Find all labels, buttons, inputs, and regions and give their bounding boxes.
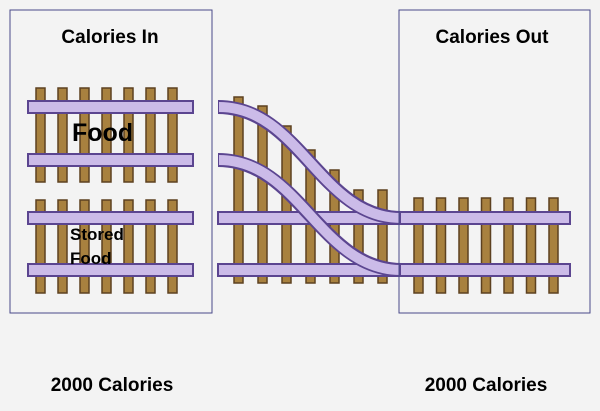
tie <box>145 199 156 294</box>
ties <box>35 87 559 294</box>
tie <box>377 189 388 284</box>
tie <box>35 87 46 183</box>
rail <box>27 100 194 114</box>
tie <box>101 87 112 183</box>
curved-rail-fill <box>218 155 402 275</box>
stored-food-label: Stored Food <box>70 225 124 268</box>
tie <box>503 197 514 294</box>
tie <box>79 199 90 294</box>
tie <box>35 199 46 294</box>
tie <box>525 197 537 294</box>
tie <box>57 199 68 294</box>
tie <box>413 197 424 294</box>
tie <box>435 197 447 294</box>
tie <box>57 87 68 183</box>
rail <box>399 263 571 277</box>
tie <box>167 199 178 294</box>
tie <box>233 96 244 284</box>
rail <box>27 263 194 277</box>
rail <box>27 153 194 167</box>
rail <box>399 211 571 225</box>
tie <box>353 189 364 284</box>
calories-out-title: Calories Out <box>435 27 549 48</box>
calories-out-total: 2000 Calories <box>424 375 548 396</box>
rail <box>27 211 194 225</box>
tie <box>167 87 178 183</box>
rails <box>27 100 571 277</box>
calories-out-box <box>398 9 591 314</box>
curved-rail-fill <box>218 102 402 223</box>
tie <box>79 87 90 183</box>
tie <box>101 199 112 294</box>
tie <box>257 105 268 284</box>
tie <box>548 197 559 294</box>
calories-in-total: 2000 Calories <box>50 375 174 396</box>
tie <box>123 199 134 294</box>
tie <box>123 87 134 183</box>
tie <box>145 87 156 183</box>
tie <box>458 197 469 294</box>
tie <box>480 197 492 294</box>
food-label: Food <box>72 119 134 147</box>
calories-in-box <box>9 9 213 314</box>
calories-in-title: Calories In <box>61 27 159 48</box>
